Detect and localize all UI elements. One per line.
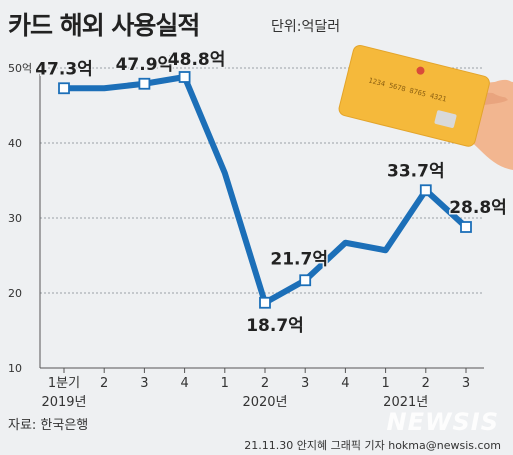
x-tick-label: 1분기 [48, 376, 80, 391]
data-point-marker [138, 77, 151, 90]
y-tick-label: 40 [8, 137, 22, 150]
x-tick-label: 2 [422, 376, 430, 391]
watermark: NEWSIS [386, 408, 499, 436]
data-point-marker [58, 82, 70, 95]
x-tick-label: 3 [301, 376, 309, 391]
unit-label: 단위:억달러 [271, 19, 341, 35]
x-axis-labels: 1분기 2 3 4 1 2 3 4 1 2 3 2019년 2020년 2021년 [41, 368, 470, 410]
x-tick-label: 3 [462, 376, 470, 391]
axes: 10 20 30 40 50억 [8, 62, 484, 375]
data-point-marker [419, 184, 432, 197]
data-label: 21.7억 [270, 249, 328, 269]
year-label: 2021년 [383, 395, 428, 410]
source-note: 자료: 한국은행 [8, 418, 89, 433]
y-tick-label: 10 [8, 362, 22, 375]
data-point-marker [178, 71, 191, 83]
data-label: 28.8억 [449, 198, 507, 218]
data-point-marker [460, 221, 472, 233]
data-label: 47.3억 [35, 59, 93, 79]
markers [58, 71, 472, 309]
x-tick-label: 4 [180, 376, 188, 391]
data-label: 18.7억 [246, 316, 304, 336]
data-label: 47.9억 [116, 55, 174, 75]
x-tick-label: 3 [140, 376, 148, 391]
card-chip [434, 110, 457, 128]
x-tick-label: 2 [261, 376, 269, 391]
x-tick-label: 1 [381, 376, 389, 391]
credit-card-illustration: 1234 5678 8765 4321 [338, 44, 513, 170]
x-tick-label: 4 [341, 376, 349, 391]
data-point-marker [299, 274, 312, 287]
data-point-marker [259, 296, 271, 309]
credit-note: 21.11.30 안지혜 그래픽 기자 hokma@newsis.com [244, 439, 501, 452]
data-label: 48.8억 [168, 50, 226, 70]
x-tick-label: 2 [100, 376, 108, 391]
y-tick-label: 50억 [8, 62, 32, 75]
year-label: 2020년 [242, 395, 287, 410]
year-label: 2019년 [41, 395, 86, 410]
card-body [338, 44, 490, 147]
chart-title: 카드 해외 사용실적 [8, 11, 200, 40]
finger-shape [492, 79, 513, 98]
y-tick-label: 20 [8, 287, 22, 300]
x-tick-label: 1 [221, 376, 229, 391]
y-tick-label: 30 [8, 212, 22, 225]
card-dot [416, 66, 425, 75]
data-label: 33.7억 [387, 161, 445, 181]
